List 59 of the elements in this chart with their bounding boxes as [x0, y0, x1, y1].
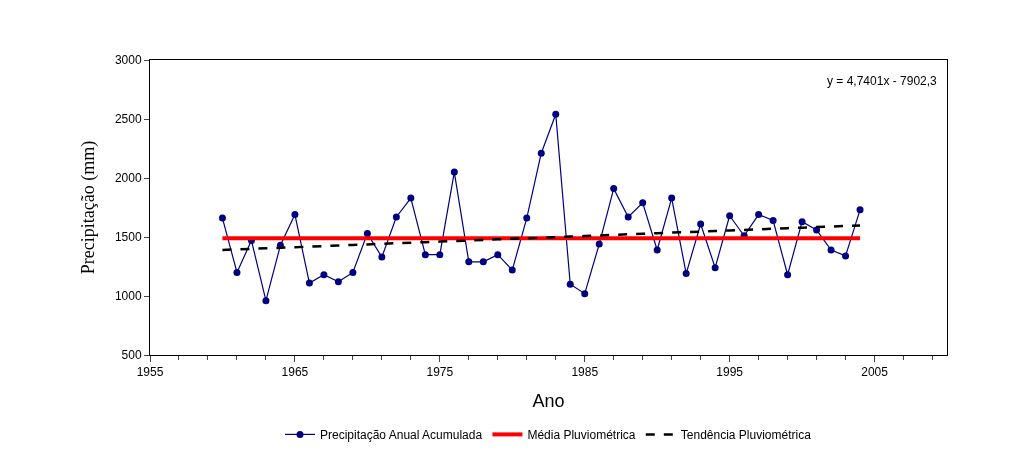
point [305, 279, 313, 287]
x-tick-label: 1975 [426, 365, 454, 380]
x-tick-label: 1985 [571, 365, 599, 380]
point [552, 110, 560, 118]
point [262, 297, 270, 305]
y-tick-label: 2500 [114, 112, 142, 127]
point [537, 149, 545, 157]
legend-label: Tendência Pluviométrica [680, 428, 812, 443]
point [755, 211, 763, 219]
x-tick-label: 1955 [136, 365, 164, 380]
point [349, 268, 357, 276]
y-tick-label: 3000 [114, 53, 142, 68]
point [218, 214, 226, 222]
point [798, 218, 806, 226]
y-tick-label: 1000 [114, 289, 142, 304]
point [407, 194, 415, 202]
point [856, 206, 864, 214]
y-tick-label: 500 [121, 348, 142, 363]
point [639, 199, 647, 207]
x-tick-label: 1965 [281, 365, 309, 380]
point [378, 253, 386, 261]
point [624, 213, 632, 221]
y-tick-label: 1500 [114, 230, 142, 245]
point [508, 266, 516, 274]
y-axis-title: Precipitação (mm) [78, 140, 100, 275]
point [436, 251, 444, 259]
point [465, 258, 473, 266]
point [334, 278, 342, 286]
point [523, 214, 531, 222]
point [494, 251, 502, 259]
point [320, 271, 328, 279]
x-tick-label: 2005 [861, 365, 889, 380]
point [392, 213, 400, 221]
point [566, 280, 574, 288]
annotation: y = 4,7401x - 7902,3 [827, 74, 938, 88]
point [595, 240, 603, 248]
point [450, 168, 458, 176]
point [842, 252, 850, 260]
point [233, 268, 241, 276]
point [682, 270, 690, 278]
x-axis-title: Ano [532, 390, 565, 411]
point [784, 271, 792, 279]
point [697, 220, 705, 228]
point [827, 246, 835, 254]
point [668, 194, 676, 202]
point [421, 251, 429, 259]
legend-label: Média Pluviométrica [527, 428, 636, 443]
point [653, 246, 661, 254]
point [581, 290, 589, 298]
point [363, 229, 371, 237]
point [769, 216, 777, 224]
point [291, 211, 299, 219]
y-tick-label: 2000 [114, 171, 142, 186]
x-tick-label: 1995 [716, 365, 744, 380]
point [726, 212, 734, 220]
point [479, 258, 487, 266]
point [711, 264, 719, 272]
legend-label: Precipitação Anual Acumulada [320, 428, 483, 443]
point [610, 185, 618, 193]
